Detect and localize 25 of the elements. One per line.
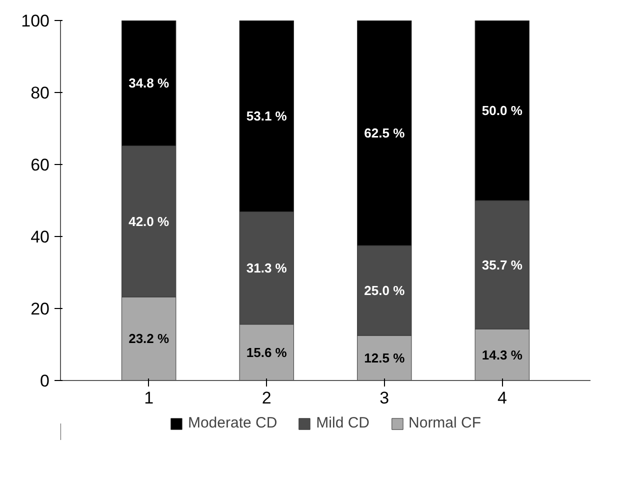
- data-label: 31.3 %: [246, 260, 288, 276]
- data-label: 53.1 %: [246, 108, 288, 124]
- data-label: 14.3 %: [482, 347, 523, 362]
- legend-label: Moderate CD: [188, 414, 278, 432]
- y-tick-label: 100: [21, 12, 50, 30]
- legend-label: Normal CF: [408, 414, 482, 432]
- x-tick-label: 3: [380, 388, 390, 408]
- data-label: 15.6 %: [246, 344, 288, 360]
- data-label: 42.0 %: [128, 214, 170, 229]
- data-label: 23.2 %: [128, 331, 170, 346]
- data-label: 35.7 %: [482, 257, 523, 272]
- data-label: 12.5 %: [364, 350, 406, 366]
- data-label: 25.0 %: [364, 283, 406, 298]
- y-tick-label: 0: [40, 372, 50, 390]
- y-tick-label: 80: [30, 84, 50, 102]
- x-tick-label: 2: [262, 388, 272, 408]
- y-tick-label: 40: [30, 228, 50, 246]
- legend-label: Mild CD: [316, 414, 370, 432]
- data-label: 50.0 %: [482, 103, 523, 118]
- y-tick-label: 20: [30, 300, 50, 318]
- data-label: 62.5 %: [364, 126, 406, 140]
- y-tick-label: 60: [30, 156, 50, 174]
- data-label: 34.8 %: [128, 76, 170, 91]
- x-tick-label: 4: [497, 388, 507, 408]
- x-tick-label: 1: [144, 388, 154, 408]
